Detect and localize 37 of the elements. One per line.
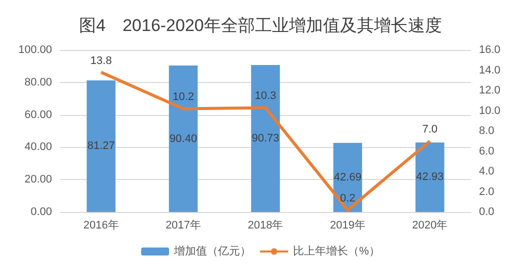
bar — [168, 66, 198, 212]
y2-tick-label: 16.0 — [479, 44, 500, 56]
data-label: 42.93 — [416, 171, 444, 184]
data-label: 7.0 — [422, 124, 438, 136]
y2-tick-label: 10.0 — [479, 104, 500, 117]
data-label: 13.8 — [90, 54, 112, 67]
data-label: 90.40 — [170, 132, 198, 145]
bar — [416, 142, 444, 212]
x-tick-label: 2016年 — [83, 220, 119, 232]
x-tick-label: 2017年 — [166, 220, 202, 232]
y2-tick-label: 12.0 — [479, 84, 500, 96]
x-tick-label: 2020年 — [412, 220, 448, 232]
x-tick-label: 2019年 — [330, 220, 366, 232]
y-tick-label: 80.00 — [24, 76, 52, 88]
y2-tick-label: 4.0 — [479, 166, 494, 178]
data-label: 42.69 — [334, 171, 362, 184]
data-label: 90.73 — [252, 132, 280, 145]
y2-tick-label: 8.0 — [479, 125, 494, 137]
x-tick-label: 2018年 — [248, 220, 284, 232]
y-tick-label: 100.00 — [18, 44, 52, 56]
y-tick-label: 0.00 — [30, 206, 52, 218]
data-label: 0.2 — [340, 192, 356, 204]
data-label: 10.3 — [254, 90, 276, 102]
data-label: 10.2 — [172, 91, 194, 104]
data-label: 81.27 — [87, 140, 115, 152]
y2-tick-label: 6.0 — [479, 145, 494, 158]
legend-label: 比上年增长（%） — [293, 244, 380, 258]
chart-title: 图4 2016-2020年全部工业增加值及其增长速度 — [79, 16, 442, 35]
legend-label: 增加值（亿元） — [173, 244, 252, 258]
y-tick-label: 40.00 — [24, 141, 52, 154]
y2-tick-label: 2.0 — [479, 186, 494, 198]
bar — [86, 80, 116, 212]
y2-tick-label: 14.0 — [479, 64, 500, 76]
y-tick-label: 20.00 — [24, 174, 52, 186]
bar — [251, 65, 280, 212]
y-tick-label: 60.00 — [24, 108, 52, 121]
y2-tick-label: 0.0 — [479, 206, 494, 218]
